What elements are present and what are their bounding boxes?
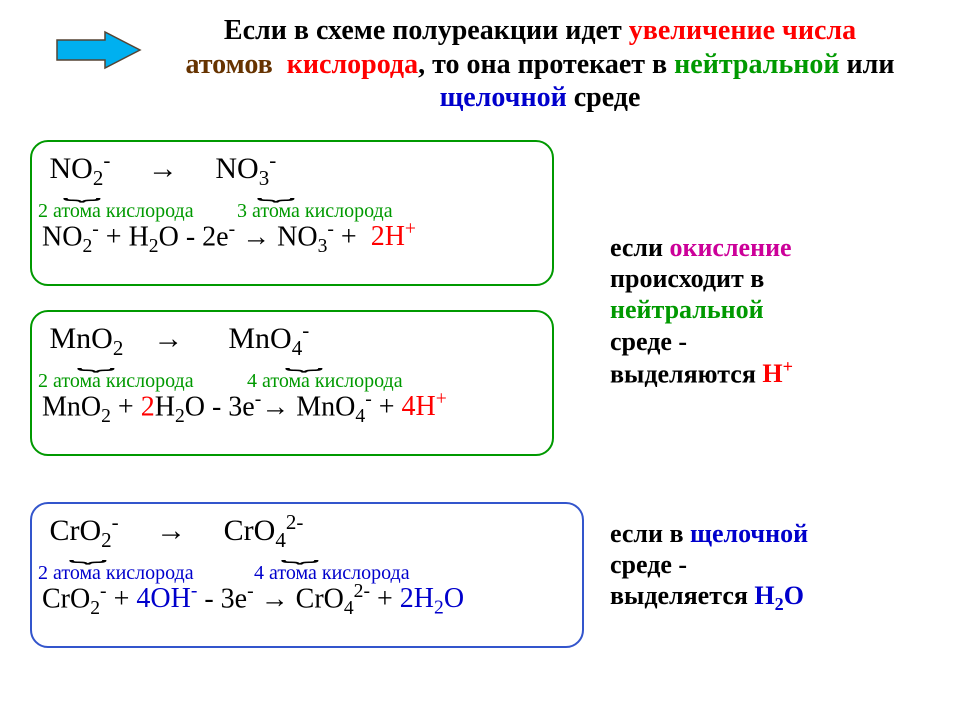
annot-left: 2 атома кислорода — [38, 200, 194, 223]
annot-right: 4 атома кислорода — [254, 562, 410, 585]
title-part: , то она протекает в — [418, 49, 674, 80]
brace-icon: ⏟ — [69, 540, 107, 564]
arrow-icon — [55, 30, 145, 75]
brace-icon: ⏟ — [281, 540, 319, 564]
eq1-full: NO2- + H2O - 2e- → NO3- + 2H+ — [42, 219, 542, 258]
title-part: щелочной — [440, 82, 567, 113]
title-part: среде — [567, 82, 641, 113]
reaction-box-2: MnO2 → MnO4- ⏟ ⏟ 2 атома кислорода 4 ато… — [30, 310, 554, 456]
brace-icon: ⏟ — [77, 348, 115, 372]
title-part: кислорода — [287, 49, 418, 80]
title-part: атомов — [185, 49, 279, 80]
title-part: или — [840, 49, 895, 80]
annot-left: 2 атома кислорода — [38, 562, 194, 585]
side-note-2: если в щелочной среде - выделяется H2O — [610, 518, 920, 616]
slide-title: Если в схеме полуреакции идет увеличение… — [180, 14, 900, 115]
title-part: увеличение числа — [629, 15, 856, 46]
eq2-full: MnO2 + 2H2O - 3e-→ MnO4- + 4H+ — [42, 389, 542, 428]
annot-right: 3 атома кислорода — [237, 200, 393, 223]
side-note-1: если окисление происходит в нейтральной … — [610, 232, 920, 390]
brace-icon: ⏟ — [257, 178, 295, 202]
title-part: Если в схеме полуреакции идет — [224, 15, 629, 46]
reaction-box-3: CrO2- → CrO42- ⏟ ⏟ 2 атома кислорода 4 а… — [30, 502, 584, 648]
eq3-full: CrO2- + 4OH- - 3e- → CrO42- + 2H2O — [42, 581, 572, 620]
brace-icon: ⏟ — [63, 178, 101, 202]
reaction-box-1: NO2- → NO3- ⏟ ⏟ 2 атома кислорода 3 атом… — [30, 140, 554, 286]
title-part: нейтральной — [674, 49, 839, 80]
annot-right: 4 атома кислорода — [247, 370, 403, 393]
annot-left: 2 атома кислорода — [38, 370, 194, 393]
brace-icon: ⏟ — [285, 348, 323, 372]
